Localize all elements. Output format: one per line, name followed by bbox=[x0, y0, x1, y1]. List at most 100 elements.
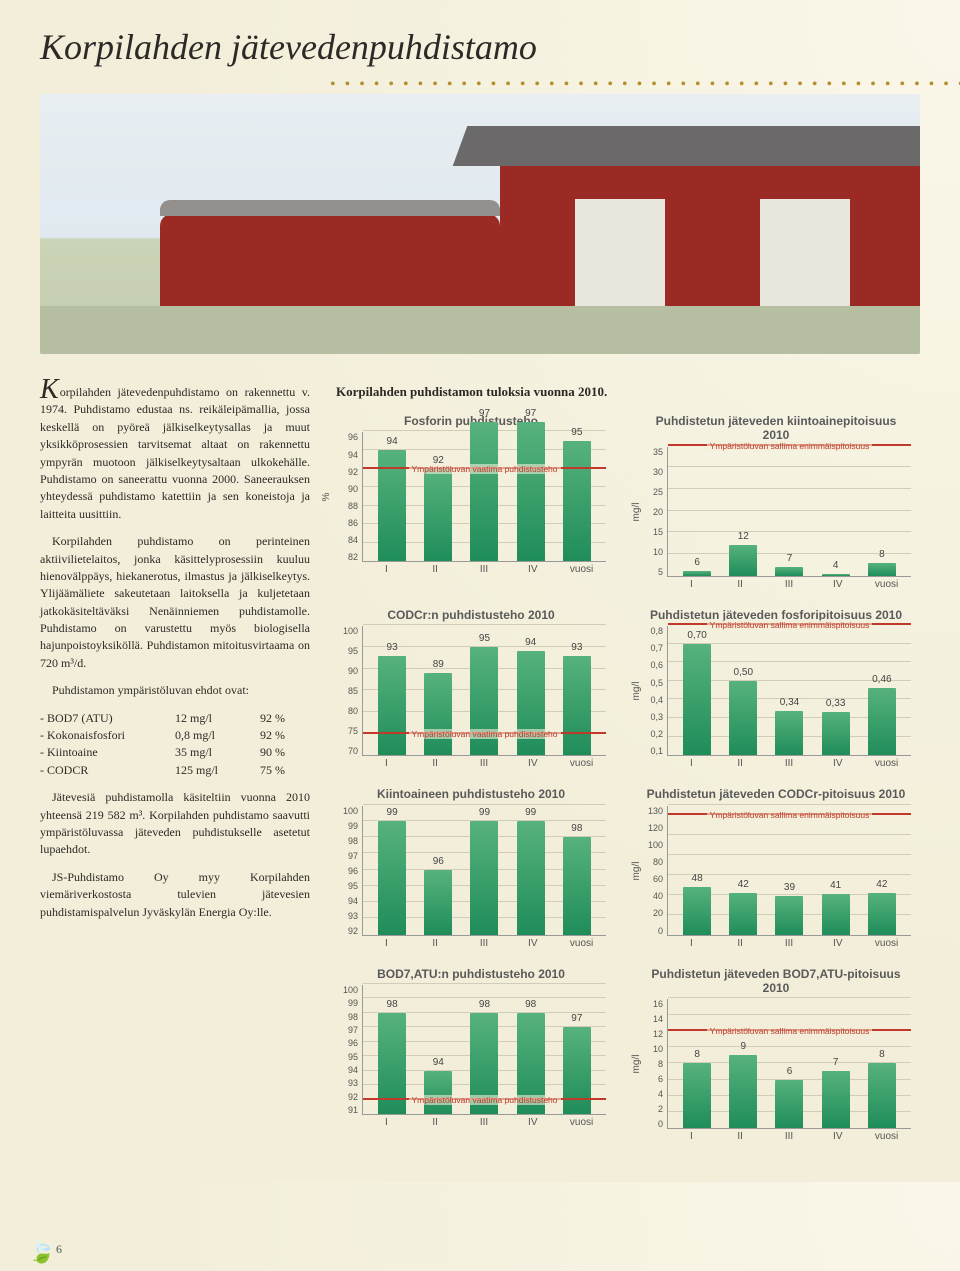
bar: 42 bbox=[868, 893, 896, 935]
chart-title: Kiintoaineen puhdistusteho 2010 bbox=[336, 787, 606, 801]
bar-value-label: 99 bbox=[387, 807, 398, 818]
leaf-icon: 🍃 bbox=[28, 1239, 55, 1265]
bar-value-label: 42 bbox=[876, 879, 887, 890]
bar: 99 bbox=[517, 821, 545, 935]
article-text-column: Korpilahden jätevedenpuhdistamo on raken… bbox=[40, 384, 310, 1142]
plot-area: 4842394142Ympäristöluvan sallima enimmäi… bbox=[667, 806, 911, 936]
chart-kiinto_conc: Puhdistetun jäteveden kiintoainepitoisuu… bbox=[641, 414, 911, 590]
bar-value-label: 0,46 bbox=[872, 674, 891, 685]
y-axis-label: mg/l bbox=[631, 682, 642, 701]
bar: 4 bbox=[822, 574, 850, 576]
chart-title: CODCr:n puhdistusteho 2010 bbox=[336, 608, 606, 622]
bar: 97 bbox=[517, 422, 545, 561]
y-axis: 0,80,70,60,50,40,30,20,1 bbox=[641, 626, 667, 756]
x-axis: IIIIIIIVvuosi bbox=[667, 936, 911, 949]
bar-value-label: 89 bbox=[433, 659, 444, 670]
bar: 0,33 bbox=[822, 712, 850, 755]
chart-bod_conc: Puhdistetun jäteveden BOD7,ATU-pitoisuus… bbox=[641, 967, 911, 1143]
parameter-list: - BOD7 (ATU)12 mg/l92 %- Kokonaisfosfori… bbox=[40, 710, 310, 780]
paragraph-3: Puhdistamon ympäristöluvan ehdot ovat: bbox=[40, 682, 310, 699]
bar-value-label: 94 bbox=[387, 436, 398, 447]
bar-value-label: 97 bbox=[525, 408, 536, 419]
chart-title: Puhdistetun jäteveden kiintoainepitoisuu… bbox=[641, 414, 911, 443]
bar-value-label: 98 bbox=[387, 999, 398, 1010]
results-heading: Korpilahden puhdistamon tuloksia vuonna … bbox=[336, 384, 920, 400]
bar-value-label: 0,50 bbox=[734, 667, 753, 678]
bar-value-label: 7 bbox=[787, 553, 793, 564]
chart-bod_eff: BOD7,ATU:n puhdistusteho 201010099989796… bbox=[336, 967, 606, 1143]
bar: 97 bbox=[470, 422, 498, 561]
bar: 12 bbox=[729, 545, 757, 575]
chart-cod_conc: Puhdistetun jäteveden CODCr-pitoisuus 20… bbox=[641, 787, 911, 948]
page-title: Korpilahden jätevedenpuhdistamo bbox=[0, 0, 960, 76]
bar: 9 bbox=[729, 1055, 757, 1128]
bar-value-label: 93 bbox=[571, 642, 582, 653]
bar: 48 bbox=[683, 887, 711, 935]
x-axis: IIIIIIIVvuosi bbox=[667, 1129, 911, 1142]
bar: 6 bbox=[683, 571, 711, 575]
x-axis: IIIIIIIVvuosi bbox=[667, 577, 911, 590]
bar: 99 bbox=[378, 821, 406, 935]
bar-value-label: 0,34 bbox=[780, 697, 799, 708]
bar-value-label: 95 bbox=[479, 633, 490, 644]
limit-line: Ympäristöluvan sallima enimmäispitoisuus bbox=[668, 623, 911, 625]
chart-title: Puhdistetun jäteveden BOD7,ATU-pitoisuus… bbox=[641, 967, 911, 996]
bar-value-label: 7 bbox=[833, 1057, 839, 1068]
bar: 95 bbox=[563, 441, 591, 562]
bar-value-label: 94 bbox=[433, 1057, 444, 1068]
parameter-row: - CODCR125 mg/l75 % bbox=[40, 762, 310, 779]
hero-photo bbox=[40, 94, 920, 354]
bar-value-label: 98 bbox=[525, 999, 536, 1010]
y-axis: 3530252015105 bbox=[641, 447, 667, 577]
chart-kiinto_eff: Kiintoaineen puhdistusteho 2010 100999897… bbox=[336, 787, 606, 948]
bar: 89 bbox=[424, 673, 452, 755]
chart-cod_eff: CODCr:n puhdistusteho 201010095908580757… bbox=[336, 608, 606, 769]
page-number: 6 bbox=[56, 1242, 62, 1257]
limit-line: Ympäristöluvan vaatima puhdistusteho bbox=[363, 467, 606, 469]
bar: 8 bbox=[683, 1063, 711, 1128]
bar-value-label: 42 bbox=[738, 879, 749, 890]
chart-title: Puhdistetun jäteveden CODCr-pitoisuus 20… bbox=[641, 787, 911, 801]
x-axis: IIIIIIIVvuosi bbox=[362, 562, 606, 575]
bar-value-label: 8 bbox=[694, 1049, 700, 1060]
limit-line: Ympäristöluvan sallima enimmäispitoisuus bbox=[668, 444, 911, 446]
chart-title: BOD7,ATU:n puhdistusteho 2010 bbox=[336, 967, 606, 981]
paragraph-2: Korpilahden puhdistamo on perinteinen ak… bbox=[40, 533, 310, 672]
bar-value-label: 97 bbox=[479, 408, 490, 419]
bar-value-label: 48 bbox=[692, 873, 703, 884]
bar: 96 bbox=[424, 870, 452, 935]
y-axis: 130120100806040200 bbox=[641, 806, 667, 936]
bar-value-label: 98 bbox=[479, 999, 490, 1010]
bar-value-label: 99 bbox=[479, 807, 490, 818]
bar-value-label: 98 bbox=[571, 823, 582, 834]
plot-area: 89678Ympäristöluvan sallima enimmäispito… bbox=[667, 999, 911, 1129]
y-axis: 9694929088868482 bbox=[336, 432, 362, 562]
chart-fosfor_eff: Fosforin puhdistusteho%96949290888684829… bbox=[336, 414, 606, 590]
bar: 93 bbox=[378, 656, 406, 756]
bar-value-label: 97 bbox=[571, 1013, 582, 1024]
bar-value-label: 4 bbox=[833, 560, 839, 571]
bar: 99 bbox=[470, 821, 498, 935]
plot-area: 6 12 7 4 8 Ympäristöluvan sallima enimmäispit… bbox=[667, 447, 911, 577]
bar: 0,70 bbox=[683, 644, 711, 755]
x-axis: IIIIIIIVvuosi bbox=[362, 756, 606, 769]
paragraph-1: Korpilahden jätevedenpuhdistamo on raken… bbox=[40, 384, 310, 523]
bar: 42 bbox=[729, 893, 757, 935]
y-axis: 1009998979695949392 bbox=[336, 806, 362, 936]
parameter-row: - BOD7 (ATU)12 mg/l92 % bbox=[40, 710, 310, 727]
y-axis-label: mg/l bbox=[631, 861, 642, 880]
plot-area: 98 94 98 98 97 Ympäristöluvan vaatima puhdist… bbox=[362, 985, 606, 1115]
bar-value-label: 6 bbox=[694, 557, 700, 568]
limit-line: Ympäristöluvan vaatima puhdistusteho bbox=[363, 1098, 606, 1100]
bar-value-label: 12 bbox=[738, 531, 749, 542]
bar-value-label: 0,70 bbox=[687, 630, 706, 641]
decorative-dots: ••••••••••••••••••••••••••••••••••••••••… bbox=[0, 76, 960, 86]
bar-value-label: 96 bbox=[433, 856, 444, 867]
bar-value-label: 0,33 bbox=[826, 698, 845, 709]
bar-value-label: 41 bbox=[830, 880, 841, 891]
parameter-row: - Kokonaisfosfori0,8 mg/l92 % bbox=[40, 727, 310, 744]
y-axis-label: % bbox=[321, 493, 332, 502]
limit-line: Ympäristöluvan vaatima puhdistusteho bbox=[363, 732, 606, 734]
bar: 98 bbox=[563, 837, 591, 935]
bar: 8 bbox=[868, 563, 896, 576]
